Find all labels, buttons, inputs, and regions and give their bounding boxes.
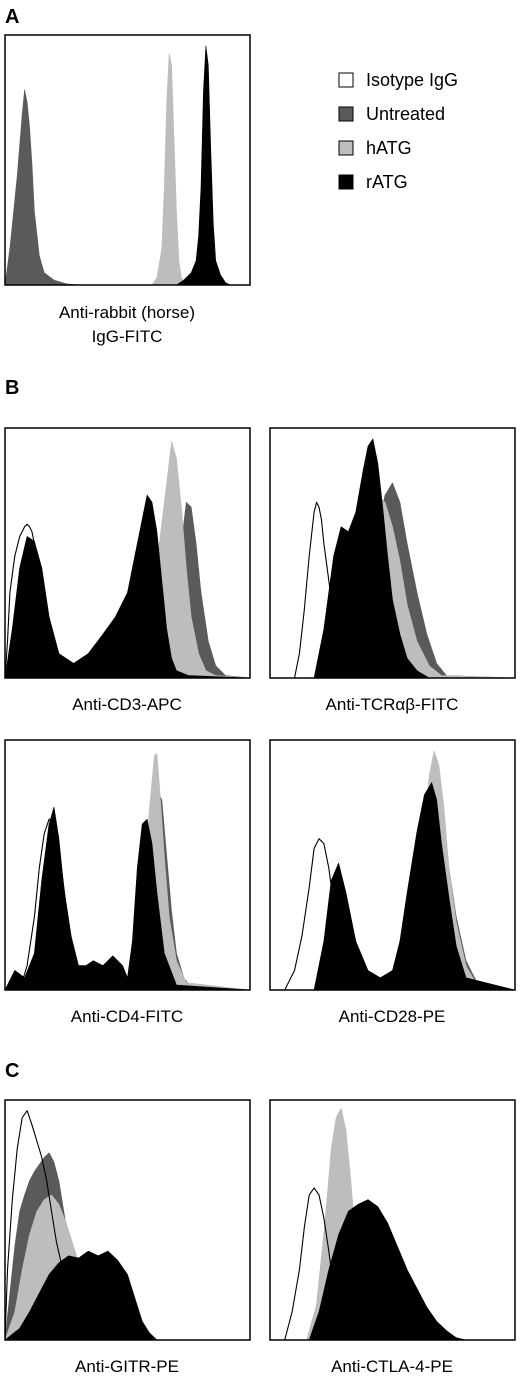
legend-swatch-untreated (338, 106, 354, 122)
plot-frame (4, 427, 251, 679)
histogram-series-group (269, 438, 516, 679)
x-axis-label: Anti-CD3-APC (72, 695, 182, 714)
histogram-anti-tcrab-fitc: Anti-TCRαβ-FITC (269, 427, 516, 714)
histogram-series-group (4, 1110, 251, 1341)
histogram-series-isotype (4, 523, 251, 679)
panel-letter-c: C (5, 1060, 19, 1082)
legend-label-untreated: Untreated (366, 104, 445, 124)
histogram-series-hatg (269, 750, 516, 991)
histogram-anti-cd3-apc: Anti-CD3-APC (4, 427, 251, 714)
histogram-series-group (4, 753, 251, 991)
legend-swatch-hatg (338, 140, 354, 156)
plot-frame (4, 34, 251, 286)
histogram-series-ratg (269, 782, 516, 991)
legend-swatch-ratg (338, 174, 354, 190)
plot-frame (269, 1099, 516, 1341)
histogram-series-isotype (4, 1110, 251, 1341)
histogram-series-group (269, 750, 516, 991)
legend-label-isotype: Isotype IgG (366, 70, 458, 90)
histogram-series-isotype (269, 838, 516, 991)
histogram-series-isotype (269, 501, 516, 679)
histogram-series-isotype (269, 1187, 516, 1341)
x-axis-label: Anti-CD28-PE (339, 1007, 446, 1026)
plot-frame (269, 427, 516, 679)
histogram-anti-rabbit-igg-fitc: Anti-rabbit (horse) IgG-FITC (4, 34, 251, 346)
x-axis-label: Anti-CD4-FITC (71, 1007, 183, 1026)
histogram-series-group (4, 441, 251, 679)
histogram-anti-cd4-fitc: Anti-CD4-FITC (4, 739, 251, 1026)
histogram-series-ratg (269, 438, 516, 679)
x-axis-label: Anti-GITR-PE (75, 1357, 179, 1376)
plot-frame (4, 739, 251, 991)
x-axis-label: Anti-CTLA-4-PE (331, 1357, 453, 1376)
panel-letter-a: A (5, 6, 19, 28)
plot-frame (269, 739, 516, 991)
legend-label-ratg: rATG (366, 172, 408, 192)
histogram-series-group (4, 45, 251, 286)
histogram-series-isotype (4, 818, 251, 991)
histogram-series-ratg (4, 494, 251, 679)
x-axis-label: Anti-TCRαβ-FITC (326, 695, 459, 714)
histogram-series-ratg (269, 1199, 516, 1341)
histogram-series-ratg (4, 806, 251, 991)
x-axis-label-line-2: IgG-FITC (92, 327, 163, 346)
histogram-anti-cd28-pe: Anti-CD28-PE (269, 739, 516, 1026)
histogram-series-untreated (269, 755, 516, 991)
x-axis-label-line-1: Anti-rabbit (horse) (59, 303, 195, 322)
histogram-anti-ctla-4-pe: Anti-CTLA-4-PE (269, 1099, 516, 1376)
histogram-series-ratg (4, 1250, 251, 1341)
histogram-anti-gitr-pe: Anti-GITR-PE (4, 1099, 251, 1376)
legend: Isotype IgG Untreated hATG rATG (338, 70, 458, 192)
panel-letter-b: B (5, 377, 19, 399)
histogram-series-group (269, 1108, 516, 1341)
legend-label-hatg: hATG (366, 138, 412, 158)
legend-swatch-isotype (338, 72, 354, 88)
histogram-series-ratg (4, 45, 251, 286)
plot-frame (4, 1099, 251, 1341)
